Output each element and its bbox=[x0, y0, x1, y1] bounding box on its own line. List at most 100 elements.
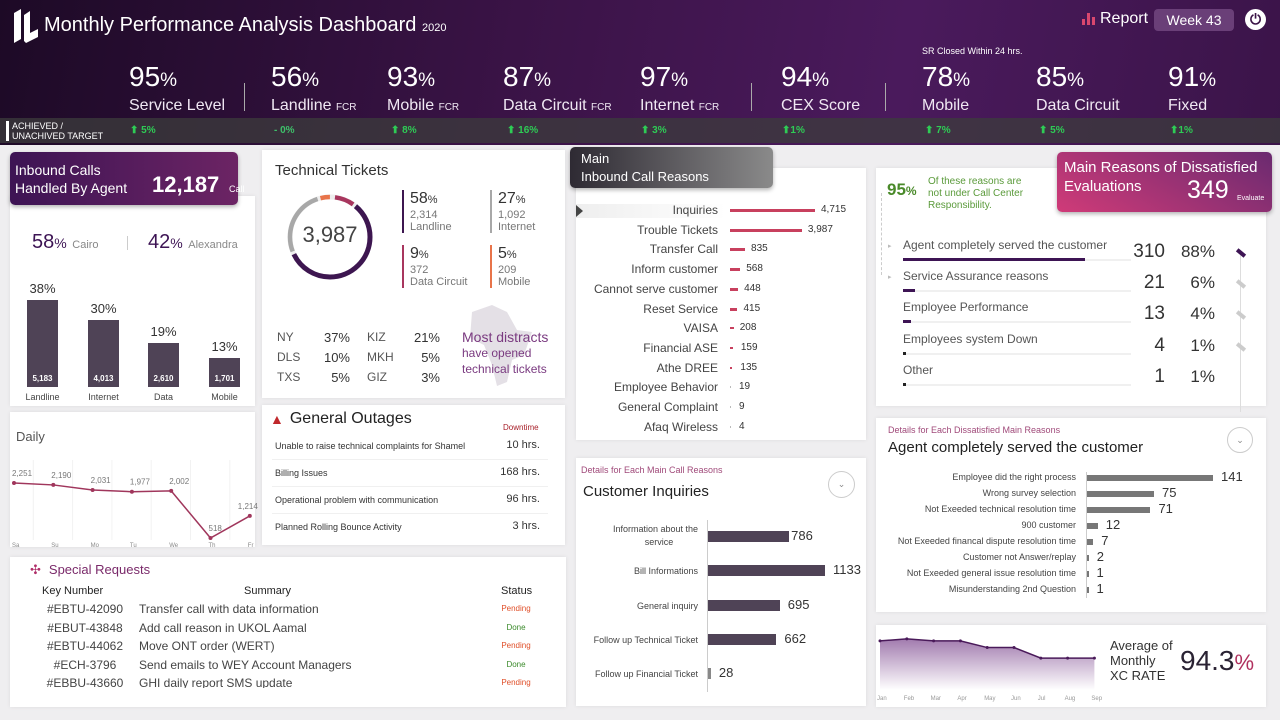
daily-day-label: Fr bbox=[248, 543, 254, 548]
ticket-legend-item: 9% 372 Data Circuit bbox=[402, 245, 467, 288]
reason-bar[interactable] bbox=[730, 346, 733, 349]
daily-line-chart: 2,251 Sa 2,190 Su 2,031 Mo 1,977 Tu 2,002 We 518 Th… bbox=[12, 460, 259, 548]
col-key: Key Number bbox=[42, 585, 104, 597]
inquiry-label[interactable]: Information about the service bbox=[612, 524, 698, 547]
header: Monthly Performance Analysis Dashboard 2… bbox=[0, 0, 1280, 145]
reason-label[interactable]: Employee Behavior bbox=[613, 380, 718, 395]
xc-point[interactable] bbox=[985, 646, 989, 650]
reason-label[interactable]: Athe DREE bbox=[656, 360, 718, 375]
reason-label[interactable]: Financial ASE bbox=[643, 340, 718, 355]
warning-icon: ▲ bbox=[270, 411, 284, 427]
agent-detail-bar[interactable] bbox=[1087, 555, 1089, 561]
region-name: DLS bbox=[277, 350, 301, 364]
reason-label[interactable]: General Complaint bbox=[617, 400, 718, 414]
xc-point[interactable] bbox=[905, 637, 909, 641]
reason-label[interactable]: Cannot serve customer bbox=[593, 281, 718, 296]
agent-detail-bar[interactable] bbox=[1087, 523, 1098, 529]
inquiry-label[interactable]: Follow up Financial Ticket bbox=[594, 669, 698, 680]
kpi-4: 97% Internet FCR bbox=[640, 61, 720, 115]
agent-detail-value: 1 bbox=[1096, 581, 1104, 596]
request-key[interactable]: #EBBU-43660 bbox=[46, 676, 124, 688]
donut-segment-internet[interactable] bbox=[287, 194, 373, 280]
daily-point[interactable] bbox=[51, 482, 56, 487]
reason-label[interactable]: Inquiries bbox=[672, 203, 718, 217]
reason-label[interactable]: VAISA bbox=[683, 321, 718, 336]
daily-point[interactable] bbox=[208, 536, 213, 540]
reason-bar[interactable] bbox=[730, 386, 731, 389]
daily-point[interactable] bbox=[247, 513, 252, 518]
xc-point[interactable] bbox=[1092, 656, 1096, 660]
inquiry-bar[interactable] bbox=[708, 565, 825, 577]
agent-detail-bar[interactable] bbox=[1087, 475, 1213, 481]
inquiry-bar[interactable] bbox=[708, 531, 790, 542]
xc-value: 94.3% bbox=[1180, 645, 1255, 676]
xc-point[interactable] bbox=[932, 639, 936, 643]
reason-label[interactable]: Reset Service bbox=[643, 301, 718, 316]
dissatisfied-label[interactable]: Other bbox=[903, 362, 934, 377]
reason-bar[interactable] bbox=[730, 248, 746, 252]
agent-detail-label: 900 customer bbox=[1021, 520, 1076, 530]
agent-bar[interactable] bbox=[88, 319, 119, 387]
agent-bar[interactable] bbox=[27, 300, 58, 387]
xc-point[interactable] bbox=[958, 639, 962, 643]
reason-bar[interactable] bbox=[730, 228, 802, 232]
reason-bar[interactable] bbox=[730, 327, 734, 330]
request-key[interactable]: #EBUT-43848 bbox=[47, 620, 123, 635]
daily-point[interactable] bbox=[12, 481, 16, 485]
power-icon[interactable]: ⏻ bbox=[1245, 9, 1266, 30]
reason-bar[interactable] bbox=[730, 366, 733, 369]
agent-detail-bar[interactable] bbox=[1087, 491, 1155, 497]
reason-label[interactable]: Transfer Call bbox=[649, 242, 718, 257]
requests-list[interactable]: #EBTU-42090 Transfer call with data infor… bbox=[30, 602, 540, 688]
daily-value-label: 1,214 bbox=[238, 502, 259, 511]
request-key[interactable]: #ECH-3796 bbox=[53, 657, 117, 672]
dissatisfied-label[interactable]: Employees system Down bbox=[903, 331, 1038, 346]
reason-bar[interactable] bbox=[730, 209, 815, 212]
xc-point[interactable] bbox=[1039, 656, 1043, 660]
kpi-7: 85% Data Circuit bbox=[1036, 61, 1120, 115]
week-selector[interactable]: Week 43 bbox=[1154, 9, 1234, 31]
outage-name: Unable to raise technical complaints for… bbox=[275, 441, 466, 451]
xc-point[interactable] bbox=[878, 639, 882, 643]
region-pct: 37% bbox=[323, 330, 350, 345]
chevron-down-icon[interactable]: ⌄ bbox=[828, 471, 855, 498]
reason-bar[interactable] bbox=[730, 425, 731, 428]
request-key[interactable]: #EBTU-44062 bbox=[46, 639, 124, 653]
reason-label[interactable]: Inform customer bbox=[631, 262, 718, 277]
daily-point[interactable] bbox=[90, 487, 95, 492]
daily-point[interactable] bbox=[129, 489, 134, 494]
inquiry-label[interactable]: Follow up Technical Ticket bbox=[593, 634, 698, 645]
inquiry-bar[interactable] bbox=[708, 633, 777, 645]
reason-bar[interactable] bbox=[730, 307, 738, 311]
donut-segment-landline[interactable] bbox=[287, 194, 373, 280]
daily-point[interactable] bbox=[169, 488, 174, 493]
agent-detail-bar[interactable] bbox=[1087, 539, 1094, 545]
agent-bar-value: 5,183 bbox=[32, 374, 53, 383]
dissatisfied-bar bbox=[903, 258, 1085, 261]
agent-detail-bar[interactable] bbox=[1087, 587, 1089, 593]
dissatisfied-label[interactable]: Employee Performance bbox=[903, 300, 1029, 315]
dissatisfied-label[interactable]: Service Assurance reasons bbox=[903, 269, 1049, 284]
requests-panel bbox=[10, 557, 566, 707]
agent-detail-bar[interactable] bbox=[1087, 507, 1151, 513]
agent-bar[interactable] bbox=[209, 358, 240, 387]
inquiry-bar[interactable] bbox=[708, 668, 711, 680]
reason-bar[interactable] bbox=[730, 406, 731, 408]
agent-detail-bar[interactable] bbox=[1087, 571, 1089, 577]
dissatisfied-label[interactable]: Agent completely served the customer bbox=[903, 238, 1108, 252]
xc-point[interactable] bbox=[1012, 646, 1016, 650]
logo-icon bbox=[14, 9, 38, 43]
inquiry-label[interactable]: Bill Informations bbox=[633, 566, 698, 577]
xc-point[interactable] bbox=[1066, 656, 1070, 660]
request-key[interactable]: #EBTU-42090 bbox=[46, 602, 124, 616]
reason-bar[interactable] bbox=[730, 268, 741, 272]
inquiry-bar[interactable] bbox=[708, 599, 780, 611]
reason-label[interactable]: Afaq Wireless bbox=[643, 419, 718, 434]
chevron-down-icon[interactable]: ⌄ bbox=[1227, 427, 1253, 453]
xc-month-label: May bbox=[984, 696, 995, 702]
inquiry-label[interactable]: General inquiry bbox=[636, 600, 698, 611]
reason-label[interactable]: Trouble Tickets bbox=[637, 222, 718, 237]
report-link[interactable]: Report bbox=[1082, 10, 1148, 28]
agent-bar[interactable] bbox=[148, 343, 179, 387]
reason-bar[interactable] bbox=[730, 287, 739, 291]
